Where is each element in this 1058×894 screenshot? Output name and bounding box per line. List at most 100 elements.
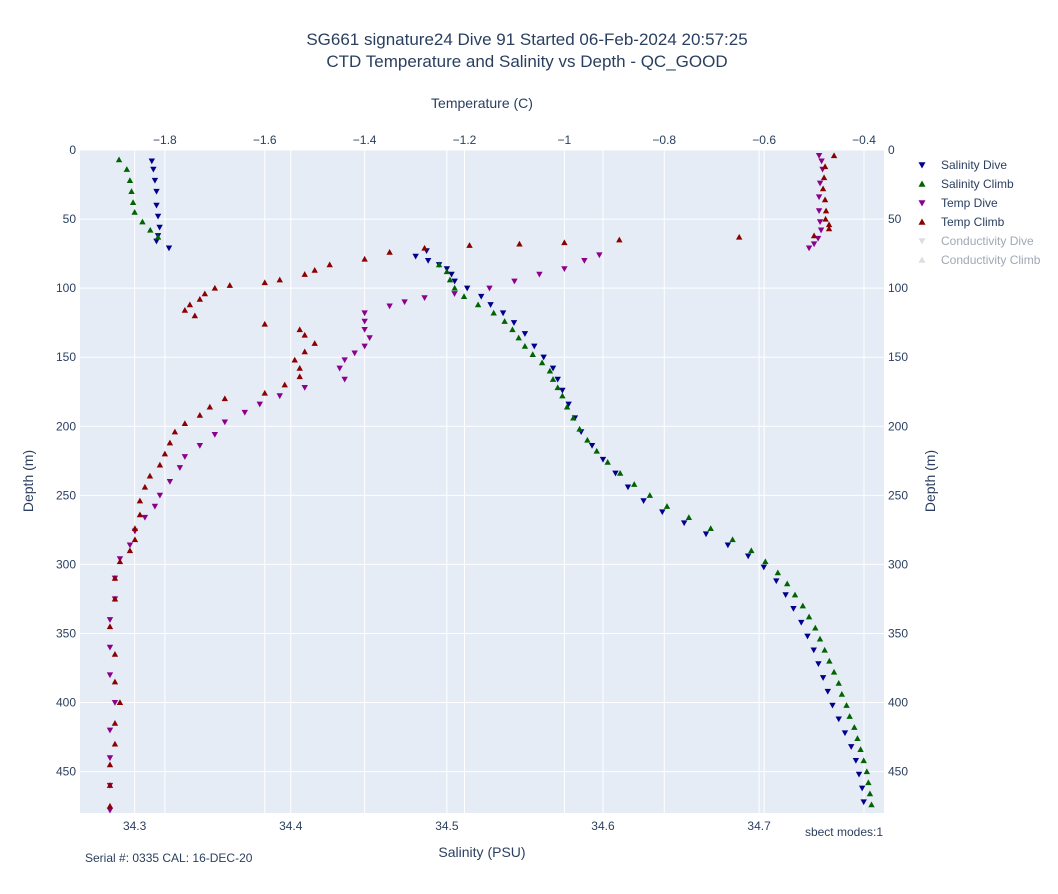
temp-dive-marker bbox=[361, 310, 368, 317]
depth-tick-left: 400 bbox=[56, 696, 76, 710]
temp-dive-marker bbox=[221, 419, 229, 426]
depth-tick-right: 0 bbox=[888, 143, 895, 157]
temperature-tick: −1.2 bbox=[453, 133, 477, 147]
legend-label: Conductivity Dive bbox=[941, 234, 1034, 248]
temp-climb-marker bbox=[111, 650, 119, 657]
salinity-climb-marker bbox=[131, 208, 138, 215]
salinity-climb-marker bbox=[863, 768, 871, 775]
temp-climb-marker bbox=[296, 365, 303, 371]
salinity-climb-marker bbox=[129, 199, 137, 206]
temp-climb-marker bbox=[181, 307, 189, 313]
depth-tick-right: 150 bbox=[888, 350, 908, 364]
temp-climb-marker bbox=[196, 412, 204, 418]
legend-item-salinity-climb[interactable]: Salinity Climb bbox=[918, 177, 1015, 191]
depth-axis-title-left: Depth (m) bbox=[20, 450, 36, 512]
temp-dive-marker bbox=[486, 285, 493, 292]
salinity-climb-marker bbox=[570, 414, 577, 421]
salinity-climb-marker bbox=[843, 702, 850, 708]
salinity-climb-marker bbox=[490, 309, 497, 316]
salinity-dive-marker bbox=[829, 702, 836, 709]
salinity-climb-marker bbox=[631, 481, 638, 487]
legend-item-salinity-dive[interactable]: Salinity Dive bbox=[918, 158, 1008, 172]
legend-item-temp-climb[interactable]: Temp Climb bbox=[918, 215, 1005, 229]
temp-climb-marker bbox=[111, 574, 119, 581]
temp-climb-marker bbox=[821, 163, 829, 170]
temp-climb-marker bbox=[161, 450, 169, 457]
salinity-dive-marker bbox=[151, 177, 159, 184]
salinity-climb-marker bbox=[521, 342, 529, 349]
legend-swatch bbox=[918, 162, 926, 169]
temp-dive-marker bbox=[361, 327, 368, 333]
temp-climb-marker bbox=[301, 331, 308, 338]
temp-climb-marker bbox=[296, 326, 303, 333]
legend-label: Salinity Climb bbox=[941, 177, 1014, 191]
legend-label: Temp Climb bbox=[941, 215, 1005, 229]
salinity-dive-marker bbox=[565, 401, 572, 408]
salinity-tick: 34.4 bbox=[279, 819, 303, 833]
depth-tick-left: 250 bbox=[56, 488, 76, 502]
salinity-climb-marker bbox=[474, 301, 482, 308]
temp-climb-marker bbox=[106, 782, 114, 788]
salinity-climb-marker bbox=[799, 602, 807, 609]
temperature-tick: −1.4 bbox=[353, 133, 377, 147]
salinity-dive-marker bbox=[848, 744, 855, 750]
temp-dive-marker bbox=[581, 257, 588, 264]
temp-dive-marker bbox=[181, 454, 189, 460]
salinity-climb-marker bbox=[563, 403, 571, 410]
salinity-climb-marker bbox=[139, 218, 146, 225]
depth-tick-right: 300 bbox=[888, 557, 908, 571]
salinity-dive-marker bbox=[540, 354, 547, 361]
salinity-dive-marker bbox=[744, 553, 752, 560]
temperature-tick: −0.4 bbox=[852, 133, 876, 147]
temp-climb-marker bbox=[221, 395, 229, 402]
temp-climb-marker bbox=[111, 595, 119, 602]
temp-climb-marker bbox=[116, 558, 124, 565]
temp-climb-marker bbox=[136, 511, 144, 518]
salinity-dive-marker bbox=[790, 606, 797, 612]
legend-item-temp-dive[interactable]: Temp Dive bbox=[918, 196, 999, 210]
depth-tick-left: 100 bbox=[56, 281, 76, 295]
salinity-dive-marker bbox=[148, 158, 156, 165]
salinity-climb-marker bbox=[509, 326, 516, 333]
temp-dive-marker bbox=[815, 152, 823, 159]
salinity-dive-marker bbox=[448, 271, 455, 278]
temp-dive-marker bbox=[817, 227, 825, 234]
salinity-dive-marker bbox=[760, 564, 767, 571]
temp-climb-marker bbox=[361, 255, 368, 262]
temp-climb-marker bbox=[201, 290, 209, 297]
temp-dive-marker bbox=[815, 194, 823, 201]
temp-dive-marker bbox=[336, 365, 343, 372]
temp-climb-marker bbox=[291, 356, 298, 363]
salinity-climb-marker bbox=[154, 233, 162, 240]
legend-label: Temp Dive bbox=[941, 196, 998, 210]
salinity-climb-marker bbox=[443, 268, 451, 275]
depth-tick-right: 200 bbox=[888, 419, 908, 433]
plot-area bbox=[80, 150, 884, 813]
salinity-climb-marker bbox=[868, 801, 875, 808]
depth-tick-left: 50 bbox=[63, 212, 77, 226]
temp-climb-marker bbox=[301, 271, 308, 277]
legend-item-conductivity-dive[interactable]: Conductivity Dive bbox=[918, 234, 1035, 248]
temp-dive-marker bbox=[361, 343, 368, 350]
salinity-climb-marker bbox=[128, 188, 135, 194]
salinity-climb-marker bbox=[460, 293, 468, 299]
salinity-climb-marker bbox=[835, 679, 842, 686]
legend-label: Conductivity Climb bbox=[941, 253, 1041, 267]
temp-climb-marker bbox=[126, 547, 134, 554]
salinity-climb-marker bbox=[846, 713, 853, 719]
legend-item-conductivity-climb[interactable]: Conductivity Climb bbox=[918, 253, 1041, 267]
salinity-dive-marker bbox=[487, 302, 494, 308]
salinity-climb-marker bbox=[729, 536, 736, 543]
temp-climb-marker bbox=[186, 301, 194, 308]
temp-climb-marker bbox=[111, 678, 119, 685]
salinity-climb-marker bbox=[707, 525, 714, 532]
temp-climb-marker bbox=[171, 428, 179, 435]
sbect-modes-note: sbect modes:1 bbox=[805, 825, 883, 839]
temp-climb-marker bbox=[181, 420, 189, 427]
salinity-climb-marker bbox=[554, 384, 561, 391]
salinity-dive-marker bbox=[810, 647, 817, 654]
salinity-climb-marker bbox=[685, 514, 693, 520]
salinity-climb-marker bbox=[663, 503, 671, 509]
salinity-climb-marker bbox=[446, 276, 454, 283]
